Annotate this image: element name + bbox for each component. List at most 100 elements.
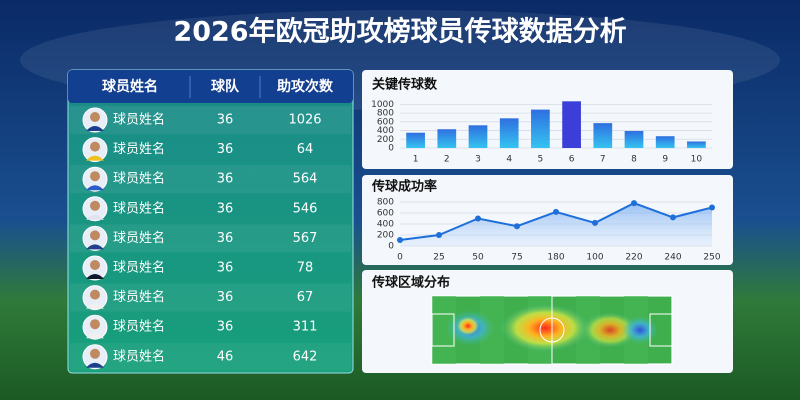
point [553,208,559,215]
column-header: 球队 [211,78,240,95]
avatar-shirt [86,362,104,368]
x-tick-label: 0 [397,253,403,263]
bar [593,123,613,148]
table-cell: 1026 [288,113,321,128]
bar [406,132,425,148]
chart-title: 关键传球数 [372,77,438,93]
avatar-face [90,319,100,330]
x-tick-label: 7 [600,155,606,165]
x-tick-label: 240 [664,253,681,263]
point [670,214,676,221]
table-header [68,70,353,103]
point [514,223,520,230]
x-tick-label: 9 [662,155,668,165]
avatar-shirt [86,155,104,161]
x-tick-label: 50 [472,253,484,263]
row-band [70,165,351,194]
avatar-face [90,141,100,152]
table-cell: 36 [217,290,234,305]
avatar-shirt [86,333,104,339]
y-tick-label: 400 [377,220,394,230]
table-cell: 36 [217,320,234,335]
column-header: 助攻次数 [277,78,334,95]
avatar-shirt [86,244,104,250]
table-cell: 球员姓名 [113,348,165,364]
x-tick-label: 25 [433,253,444,263]
table-cell: 球员姓名 [113,319,165,335]
table-cell: 36 [217,231,234,246]
x-tick-label: 220 [625,253,642,263]
row-band [70,283,351,312]
pitch-heatmap [431,295,673,365]
y-tick-label: 1000 [371,100,394,110]
table-cell: 36 [217,201,234,216]
avatar-shirt [86,274,104,279]
table-cell: 36 [217,261,234,276]
avatar-face [90,171,100,182]
table-cell: 564 [293,172,318,187]
column-header: 球员姓名 [102,78,158,95]
x-tick-label: 250 [703,253,720,263]
point [475,215,481,222]
table-cell: 36 [217,142,234,157]
avatar-face [90,260,100,270]
y-tick-label: 800 [377,109,394,119]
x-tick-label: 8 [631,155,637,165]
row-band [70,106,351,134]
avatar-face [90,289,100,300]
x-tick-label: 5 [538,155,544,165]
avatar-shirt [86,126,104,131]
x-tick-label: 3 [475,155,481,165]
y-tick-label: 0 [388,144,394,154]
x-tick-label: 180 [547,253,564,263]
table-cell: 67 [297,290,314,305]
table-cell: 球员姓名 [113,171,165,187]
y-tick-label: 0 [388,242,394,252]
table-cell: 311 [293,320,318,335]
y-tick-label: 800 [377,198,394,208]
bar [562,101,581,148]
x-tick-label: 10 [691,155,703,165]
line-area [400,203,712,246]
point [397,236,403,243]
avatar-shirt [86,303,104,309]
table-cell: 36 [217,113,234,128]
y-tick-label: 200 [377,231,394,241]
avatar-face [90,200,100,211]
table-cell: 球员姓名 [113,141,165,157]
table-cell: 78 [297,261,314,276]
x-tick-label: 2 [444,155,450,165]
point [709,204,715,211]
table-cell: 36 [217,172,234,187]
bar [499,118,519,148]
avatar-face [90,348,100,359]
y-tick-label: 200 [377,135,394,145]
table-cell: 546 [293,201,318,216]
table-cell: 64 [297,142,314,157]
bar [468,125,488,148]
y-tick-label: 400 [377,126,394,136]
bar [655,136,675,148]
x-tick-label: 1 [413,155,419,165]
table-cell: 球员姓名 [113,112,165,128]
bar [687,141,706,148]
row-band [70,224,351,253]
table-cell: 球员姓名 [113,260,165,276]
table-cell: 642 [293,349,318,364]
avatar-face [90,112,100,122]
point [592,219,598,226]
table-cell: 球员姓名 [113,230,165,246]
row-band [70,342,351,371]
x-tick-label: 6 [569,155,575,165]
avatar-shirt [86,214,104,220]
avatar-shirt [86,185,104,191]
point [631,200,637,207]
table-cell: 567 [293,231,318,246]
y-tick-label: 600 [377,209,394,219]
bar [531,109,550,148]
bar [624,130,644,148]
avatar-face [90,230,100,241]
table-cell: 球员姓名 [113,200,165,216]
x-tick-label: 4 [506,155,512,165]
